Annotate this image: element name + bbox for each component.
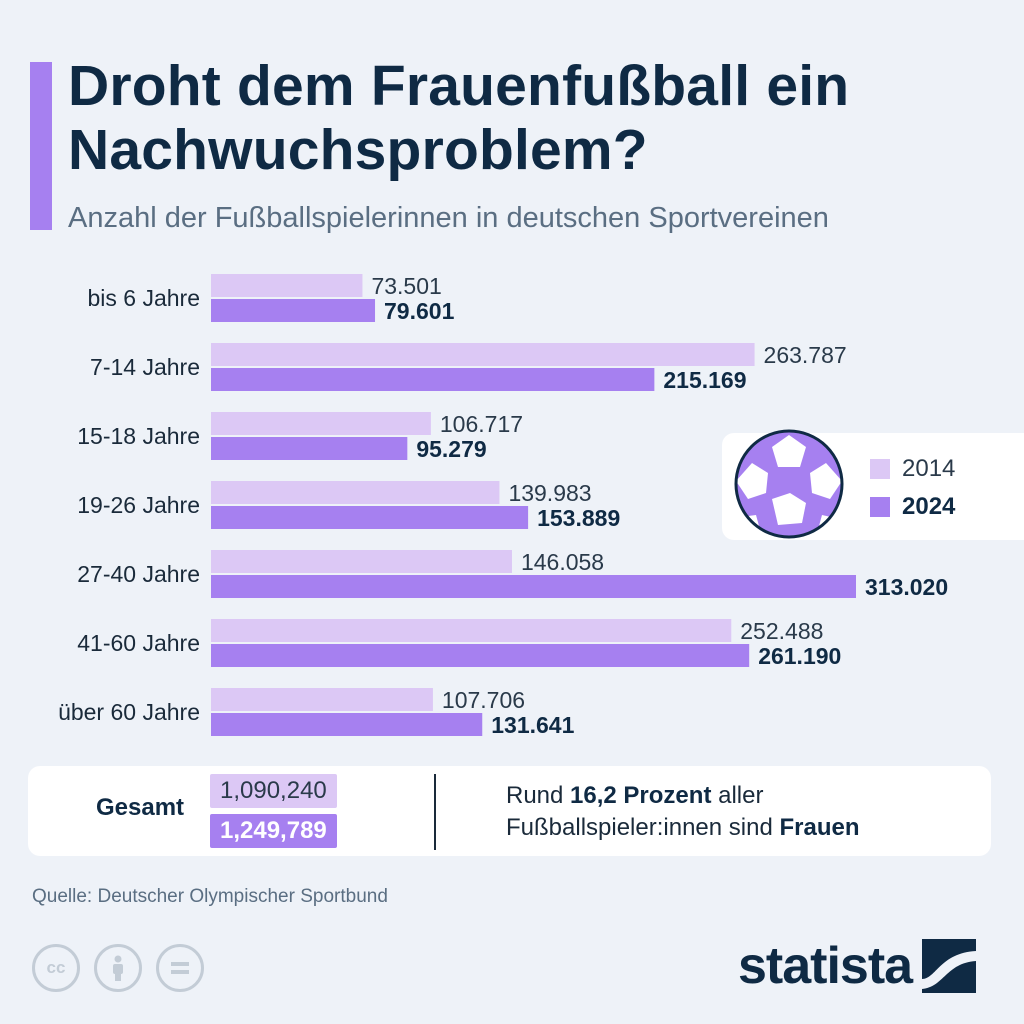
data-label-2024: 215.169 <box>663 367 746 393</box>
bar-2014 <box>211 481 500 504</box>
page-title: Droht dem Frauenfußball ein Nachwuchspro… <box>68 54 850 182</box>
summary-divider <box>434 774 436 850</box>
category-label: bis 6 Jahre <box>87 285 200 311</box>
legend-label-2014: 2014 <box>902 455 956 482</box>
bar-2014 <box>211 343 755 366</box>
data-label-2014: 107.706 <box>442 687 525 713</box>
license-icons: cc <box>32 944 204 992</box>
total-2024: 1,249,789 <box>210 814 337 848</box>
category-label: 41-60 Jahre <box>77 630 200 656</box>
note-women: Frauen <box>779 814 860 841</box>
bar-2024 <box>211 644 750 667</box>
no-derivatives-icon <box>156 944 204 992</box>
bar-2024 <box>211 368 655 391</box>
data-label-2024: 153.889 <box>537 505 620 531</box>
bar-2014 <box>211 550 512 573</box>
brand-name: statista <box>738 937 913 995</box>
total-label: Gesamt <box>96 794 185 821</box>
attribution-icon <box>94 944 142 992</box>
category-label: 15-18 Jahre <box>77 423 200 449</box>
football-icon <box>734 429 844 539</box>
data-label-2024: 261.190 <box>758 643 841 669</box>
data-label-2014: 263.787 <box>764 342 847 368</box>
statista-logo-icon <box>922 939 977 993</box>
subtitle: Anzahl der Fußballspielerinnen in deutsc… <box>68 202 829 234</box>
bar-2014 <box>211 412 431 435</box>
data-label-2014: 139.983 <box>508 480 591 506</box>
total-2014: 1,090,240 <box>210 774 337 808</box>
legend-swatch-2014 <box>870 459 890 479</box>
category-label: 19-26 Jahre <box>77 492 200 518</box>
total-summary-box: Gesamt 1,090,240 1,249,789 Rund 16,2 Pro… <box>28 766 991 856</box>
data-label-2024: 131.641 <box>491 712 574 738</box>
bar-2014 <box>211 619 732 642</box>
category-label: 7-14 Jahre <box>90 354 200 380</box>
source-note: Quelle: Deutscher Olympischer Sportbund <box>32 886 388 907</box>
bar-2014 <box>211 274 363 297</box>
category-label: 27-40 Jahre <box>77 561 200 587</box>
data-label-2024: 313.020 <box>865 574 948 600</box>
data-label-2014: 106.717 <box>440 411 523 437</box>
cc-icon: cc <box>32 944 80 992</box>
bar-2024 <box>211 506 529 529</box>
note-percent: 16,2 Prozent <box>570 782 712 809</box>
bar-2024 <box>211 575 856 598</box>
data-label-2014: 252.488 <box>740 618 823 644</box>
bar-2024 <box>211 713 483 736</box>
summary-note: Rund 16,2 Prozent aller Fußballspieler:i… <box>506 780 976 844</box>
legend: 2014 2024 <box>722 429 1024 540</box>
data-label-2024: 79.601 <box>384 298 455 324</box>
legend-item-2014: 2014 <box>870 455 955 483</box>
note-prefix: Rund <box>506 782 571 809</box>
legend-label-2024: 2024 <box>902 493 956 520</box>
bar-2024 <box>211 437 408 460</box>
legend-item-2024: 2024 <box>870 493 955 521</box>
title-accent-bar <box>30 62 52 230</box>
legend-swatch-2024 <box>870 497 890 517</box>
bar-2024 <box>211 299 376 322</box>
data-label-2014: 146.058 <box>521 549 604 575</box>
data-label-2024: 95.279 <box>416 436 486 462</box>
bar-2014 <box>211 688 433 711</box>
data-label-2014: 73.501 <box>371 273 441 299</box>
brand-logo: statista <box>738 936 977 996</box>
note-middle: aller Fußballspieler:innen sind <box>506 782 780 841</box>
category-label: über 60 Jahre <box>58 699 200 725</box>
